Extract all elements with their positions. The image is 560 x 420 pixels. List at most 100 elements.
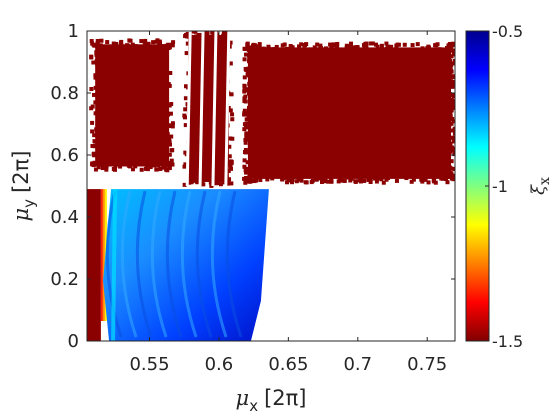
scatter-point [230,136,235,141]
scatter-point [304,180,309,185]
scatter-point [344,45,349,50]
scatter-point [92,92,97,97]
scatter-point [93,85,98,90]
scatter-point [220,138,225,143]
scatter-point [299,69,304,74]
colorbar-tick-label: -0.5 [492,22,523,41]
scatter-point [291,158,296,163]
x-tick-label: 0.7 [343,354,372,375]
scatter-point [411,177,416,182]
scatter-point [423,173,428,178]
scatter-point [246,48,251,53]
scatter-point [159,134,164,139]
scatter-point [286,178,291,183]
scatter-point [243,46,248,51]
scatter-point [327,51,332,56]
scatter-point [221,33,226,38]
scatter-point [450,48,455,53]
scatter-point [144,132,149,137]
scatter-point [143,143,148,148]
scatter-point [297,146,302,151]
scatter-point [270,115,275,120]
scatter-point [146,133,151,138]
scatter-point [127,38,132,43]
scatter-point [445,180,450,185]
scatter-point [152,163,157,168]
scatter-point [427,120,432,125]
scatter-point [98,102,103,107]
contour-streak [195,190,213,338]
scatter-point [447,45,452,50]
scatter-point [370,41,375,46]
scatter-point [290,45,295,50]
scatter-point [95,59,100,64]
scatter-point [94,51,99,56]
scatter-point [316,176,321,181]
scatter-point [183,96,188,101]
scatter-point [90,41,95,46]
scatter-point [356,49,361,54]
scatter-point [363,84,368,89]
scatter-point [247,71,252,76]
scatter-point [386,75,391,80]
scatter-point [248,170,253,175]
scatter-point [339,81,344,86]
contour-streak [135,190,153,338]
scatter-point [150,54,155,59]
scatter-point [270,82,275,87]
scatter-point [246,117,251,122]
scatter-point [282,160,287,165]
scatter-point [184,51,189,56]
scatter-point [321,116,326,121]
scatter-point [248,124,253,129]
scatter-point [141,88,146,93]
scatter-point [113,164,118,169]
scatter-point [353,179,358,184]
scatter-point [379,43,384,48]
scatter-point [100,166,105,171]
scatter-point [93,111,98,116]
scatter-point [216,162,221,167]
scatter-point [349,176,354,181]
scatter-point [95,92,100,97]
scatter-point [130,167,135,172]
contour-streak [225,190,243,338]
scatter-point [340,161,345,166]
scatter-point [246,175,251,180]
scatter-point [438,143,443,148]
scatter-point [251,86,256,91]
scatter-point [394,178,399,183]
scatter-point [441,49,446,54]
contour-streak [210,190,228,338]
scatter-point [168,70,173,75]
scatter-point [290,178,295,183]
scatter-point [333,111,338,116]
scatter-point [278,118,283,123]
scatter-point [221,106,226,111]
scatter-point [98,43,103,48]
scatter-point [436,86,441,91]
scatter-point [244,52,249,57]
scatter-point [448,67,453,72]
scatter-point [246,115,251,120]
scatter-point [215,128,220,133]
scatter-point [123,70,128,75]
scatter-point [384,175,389,180]
scatter-point [309,95,314,100]
scatter-point [296,160,301,165]
scatter-point [158,74,163,79]
scatter-point [339,122,344,127]
scatter-point [323,139,328,144]
plot-frame [86,30,456,342]
scatter-point [122,138,127,143]
scatter-point [125,135,130,140]
scatter-point [440,85,445,90]
scatter-point [385,44,390,49]
scatter-point [335,133,340,138]
scatter-point [372,99,377,104]
scatter-point [167,136,172,141]
scatter-point [351,45,356,50]
scatter-point [387,111,392,116]
scatter-point [392,120,397,125]
scatter-point [420,176,425,181]
